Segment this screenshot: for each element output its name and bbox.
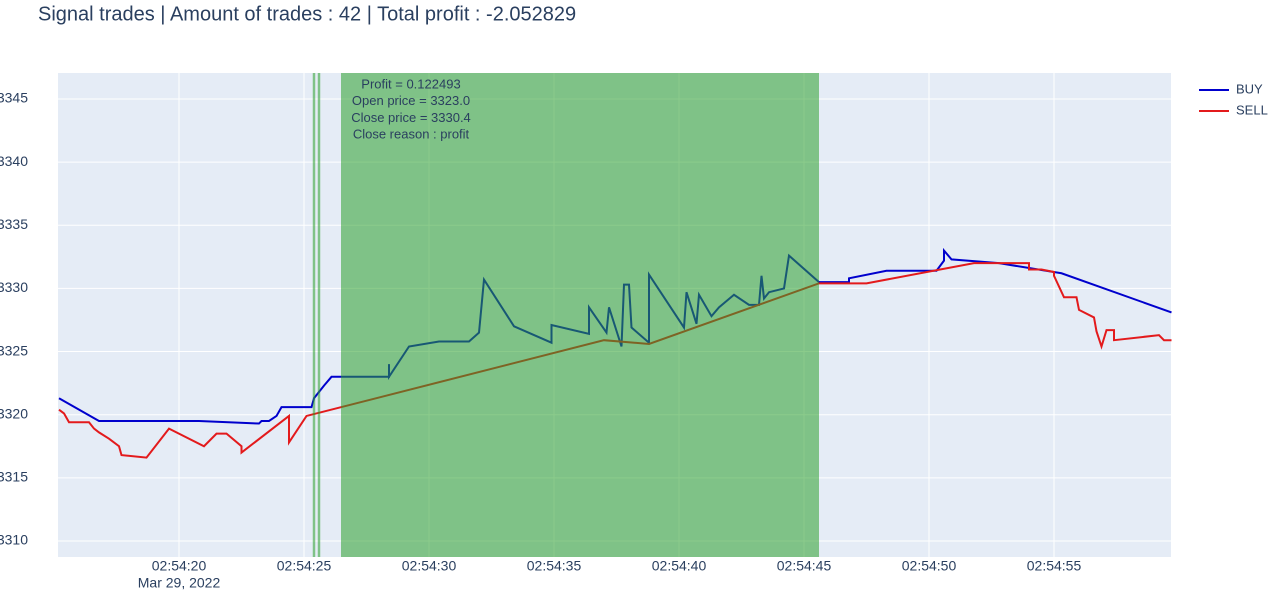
x-tick-label: 02:54:40 <box>652 558 707 574</box>
trade-annotation: Close reason : profit <box>353 127 470 142</box>
y-tick-label: 3310 <box>0 532 28 548</box>
y-tick-label: 3330 <box>0 279 28 295</box>
x-tick-label: 02:54:35 <box>527 558 582 574</box>
trade-region <box>341 73 819 557</box>
y-tick-label: 3325 <box>0 342 28 358</box>
trade-region <box>312 73 316 557</box>
x-tick-label: 02:54:50 <box>902 558 957 574</box>
y-tick-label: 3345 <box>0 90 28 106</box>
legend-label: BUY <box>1236 81 1263 96</box>
x-tick-label: 02:54:25 <box>277 558 332 574</box>
x-tick-label: 02:54:45 <box>777 558 832 574</box>
trade-annotation: Open price = 3323.0 <box>352 93 470 108</box>
trade-region <box>317 73 321 557</box>
x-tick-label: 02:54:30 <box>402 558 457 574</box>
legend-label: SELL <box>1236 102 1268 117</box>
y-tick-label: 3315 <box>0 469 28 485</box>
trade-annotation: Close price = 3330.4 <box>351 110 471 125</box>
x-date-label: Mar 29, 2022 <box>138 575 221 591</box>
chart-title: Signal trades | Amount of trades : 42 | … <box>38 3 576 25</box>
x-tick-label: 02:54:20 <box>152 558 207 574</box>
y-tick-label: 3320 <box>0 405 28 421</box>
x-tick-label: 02:54:55 <box>1027 558 1082 574</box>
y-tick-label: 3335 <box>0 216 28 232</box>
y-tick-label: 3340 <box>0 153 28 169</box>
trade-annotation: Profit = 0.122493 <box>361 76 460 91</box>
